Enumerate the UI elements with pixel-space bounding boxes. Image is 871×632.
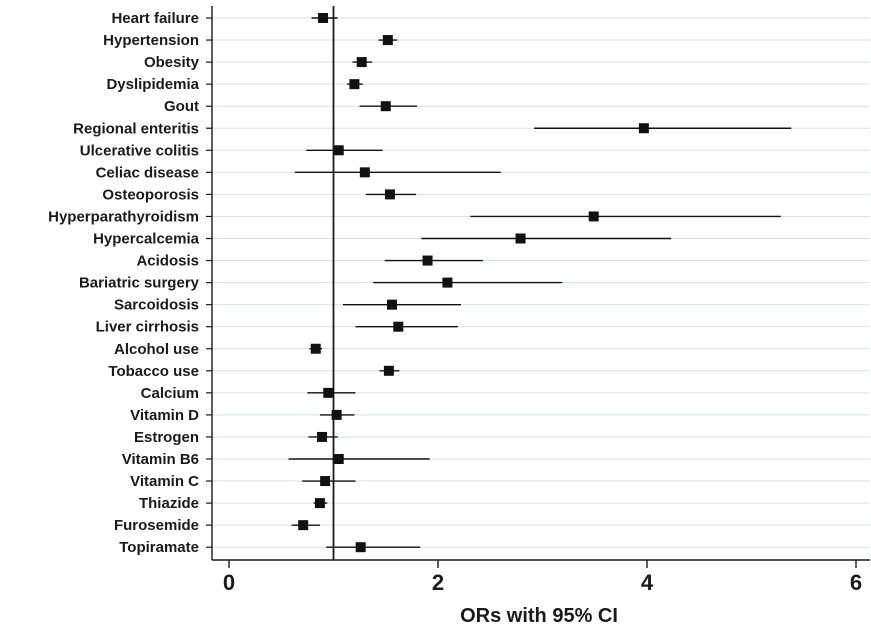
y-tick-label: Alcohol use bbox=[114, 341, 199, 358]
y-tick-label: Bariatric surgery bbox=[79, 275, 200, 292]
or-point bbox=[333, 454, 344, 464]
or-point bbox=[380, 101, 391, 112]
y-tick-label: Dyslipidemia bbox=[106, 76, 199, 93]
y-tick-label: Thiazide bbox=[139, 495, 199, 512]
y-tick-label: Hyperparathyroidism bbox=[48, 208, 199, 225]
or-point bbox=[422, 255, 433, 266]
y-tick-label: Hypertension bbox=[103, 32, 199, 49]
y-tick-label: Heart failure bbox=[111, 10, 199, 27]
y-tick-label: Liver cirrhosis bbox=[96, 319, 199, 336]
or-point bbox=[355, 542, 366, 553]
x-tick-label: 2 bbox=[432, 570, 444, 595]
or-point bbox=[298, 520, 309, 531]
or-point bbox=[382, 35, 393, 46]
or-point bbox=[393, 321, 404, 332]
y-tick-label: Ulcerative colitis bbox=[80, 142, 199, 159]
y-tick-label: Gout bbox=[164, 98, 199, 115]
or-point bbox=[384, 189, 395, 200]
y-tick-label: Sarcoidosis bbox=[114, 297, 199, 314]
axes: Heart failure Hypertension Obesity Dyslipid… bbox=[48, 6, 870, 595]
or-point bbox=[323, 387, 334, 398]
or-point bbox=[320, 476, 331, 487]
or-point bbox=[515, 233, 526, 244]
y-tick-label: Furosemide bbox=[114, 517, 199, 534]
or-point bbox=[356, 57, 367, 68]
or-point bbox=[638, 123, 649, 134]
y-tick-label: Vitamin D bbox=[130, 407, 199, 424]
y-tick-label: Hypercalcemia bbox=[93, 231, 200, 248]
x-axis-title: ORs with 95% CI bbox=[460, 605, 618, 627]
or-point bbox=[349, 79, 360, 90]
y-tick-label: Osteoporosis bbox=[102, 186, 199, 203]
x-tick-label: 6 bbox=[850, 570, 862, 595]
or-point bbox=[331, 409, 342, 420]
or-point bbox=[442, 277, 453, 288]
or-point bbox=[588, 211, 599, 222]
y-tick-label: Estrogen bbox=[134, 429, 199, 446]
x-tick-label: 4 bbox=[641, 570, 654, 595]
y-tick-label: Regional enteritis bbox=[73, 120, 199, 137]
y-tick-label: Celiac disease bbox=[96, 164, 199, 181]
y-tick-label: Topiramate bbox=[119, 539, 199, 556]
y-tick-label: Obesity bbox=[144, 54, 200, 71]
y-tick-label: Tobacco use bbox=[108, 363, 199, 380]
y-tick-label: Vitamin C bbox=[130, 473, 199, 490]
or-point bbox=[359, 167, 370, 178]
x-tick-label: 0 bbox=[223, 570, 235, 595]
or-point bbox=[317, 431, 328, 442]
or-point bbox=[310, 343, 321, 354]
y-tick-label: Vitamin B6 bbox=[122, 451, 199, 468]
or-point bbox=[314, 498, 325, 509]
or-point bbox=[333, 145, 344, 156]
or-point bbox=[387, 299, 398, 310]
y-tick-label: Calcium bbox=[141, 385, 199, 402]
data-marks bbox=[288, 13, 792, 553]
y-tick-label: Acidosis bbox=[136, 253, 199, 270]
or-point bbox=[318, 13, 329, 23]
or-point bbox=[383, 365, 394, 376]
